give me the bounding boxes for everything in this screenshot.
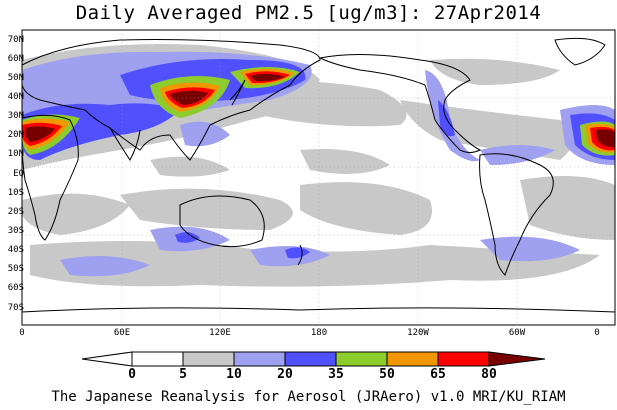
lat-label: 40N	[7, 92, 24, 102]
colorbar-seg-8	[488, 351, 546, 367]
pm25-fields	[22, 37, 615, 313]
lat-label: 20S	[7, 207, 24, 217]
lat-label: 70N	[7, 35, 24, 45]
colorbar-label: 10	[226, 367, 242, 382]
lon-label: 180	[310, 328, 328, 338]
lat-label: 40S	[7, 245, 24, 255]
lon-label: 0	[594, 328, 600, 338]
lon-label: 60E	[113, 328, 131, 338]
lat-label: 10S	[7, 188, 24, 198]
lat-label: 30N	[7, 111, 24, 121]
lat-label: 50S	[7, 264, 24, 274]
colorbar-seg-6	[386, 351, 439, 367]
lat-label: 60N	[7, 54, 24, 64]
colorbar-label: 80	[481, 367, 497, 382]
colorbar-seg-5	[335, 351, 388, 367]
colorbar	[81, 351, 546, 367]
colorbar-seg-2	[182, 351, 235, 367]
pm25-band-80-plus	[24, 73, 615, 148]
lat-label: 50N	[7, 73, 24, 83]
lat-label: 10N	[7, 149, 24, 159]
lat-label: 60S	[7, 283, 24, 293]
colorbar-seg-3	[233, 351, 286, 367]
colorbar-label: 20	[277, 367, 293, 382]
colorbar-label: 0	[128, 367, 136, 382]
colorbar-seg-0	[81, 351, 133, 367]
colorbar-seg-7	[437, 351, 490, 367]
lon-label: 60W	[508, 328, 526, 338]
colorbar-label: 50	[379, 367, 395, 382]
colorbar-seg-4	[284, 351, 337, 367]
colorbar-label: 35	[328, 367, 344, 382]
lon-label: 0	[19, 328, 25, 338]
coastlines	[22, 37, 615, 313]
map-title: Daily Averaged PM2.5 [ug/m3]: 27Apr2014	[75, 2, 542, 24]
footer-credit: The Japanese Reanalysis for Aerosol (JRA…	[51, 389, 566, 405]
lon-label: 120E	[209, 328, 231, 338]
colorbar-seg-1	[131, 351, 184, 367]
map-frame	[21, 29, 616, 326]
colorbar-label: 65	[430, 367, 446, 382]
lon-label: 120W	[407, 328, 429, 338]
colorbar-label: 5	[179, 367, 187, 382]
lat-label: 70S	[7, 303, 24, 313]
lat-label: EQ	[13, 169, 24, 179]
lat-label: 20N	[7, 130, 24, 140]
lat-label: 30S	[7, 226, 24, 236]
graticule	[22, 30, 615, 325]
